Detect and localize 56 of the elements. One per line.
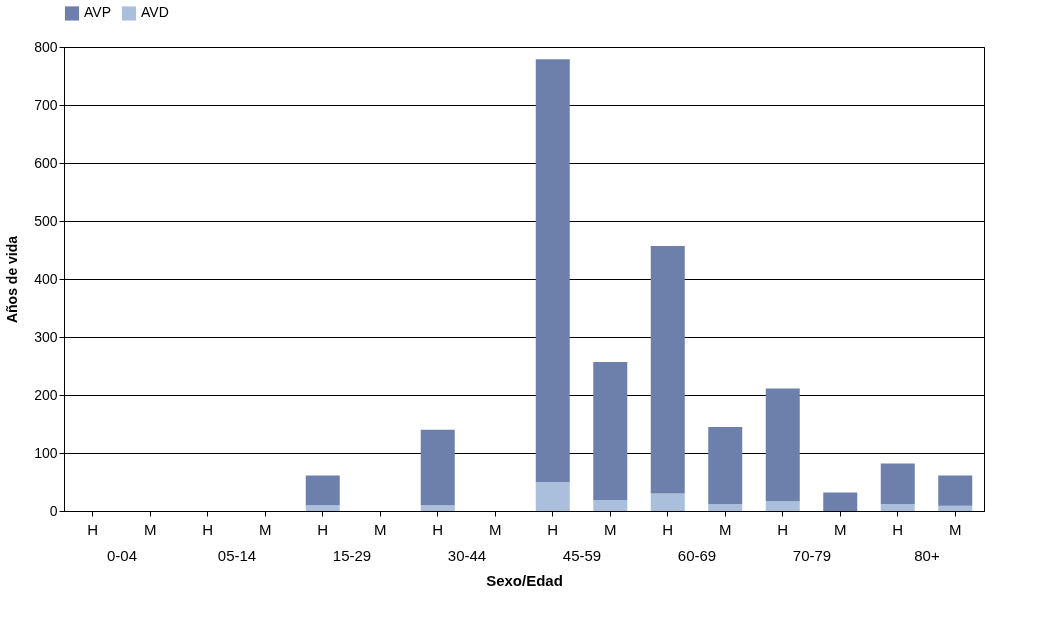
bar: [535, 482, 570, 511]
y-tick-label: 400: [34, 270, 58, 287]
bar: [305, 505, 340, 511]
x-tick-label: H: [892, 520, 904, 538]
x-tick-label: M: [834, 520, 847, 538]
bar: [880, 463, 915, 505]
y-tick-label: 0: [49, 502, 58, 519]
x-tick-label: M: [949, 520, 962, 538]
x-tick-label: M: [489, 520, 502, 538]
text: 30-44: [447, 546, 487, 564]
y-axis-title: Años de vida: [4, 235, 21, 324]
bar: [708, 426, 743, 505]
x-tick-label: H: [777, 520, 789, 538]
text: 80+: [914, 546, 940, 564]
x-tick-label: H: [87, 520, 99, 538]
bar: [765, 501, 800, 511]
y-tick-label: 700: [34, 96, 58, 113]
bar: [650, 493, 685, 511]
y-tick-label: 500: [34, 212, 58, 229]
text: 60-69: [677, 546, 717, 564]
bar: [880, 504, 915, 511]
bar: [593, 499, 628, 511]
text: 70-79: [792, 546, 832, 564]
x-tick-label: H: [202, 520, 214, 538]
bar: [823, 492, 858, 511]
bar: [420, 429, 455, 506]
legend-label: AVP: [84, 4, 111, 21]
legend-label: AVD: [141, 4, 169, 21]
bar: [535, 59, 570, 482]
bar: [420, 505, 455, 511]
x-tick-label: M: [719, 520, 732, 538]
bar: [938, 505, 973, 511]
x-tick-label: M: [259, 520, 272, 538]
x-tick-label: H: [662, 520, 674, 538]
x-axis-title: Sexo/Edad: [486, 571, 563, 589]
bar: [593, 361, 628, 500]
y-tick-label: 100: [34, 444, 58, 461]
x-tick-label: H: [547, 520, 559, 538]
bar: [765, 388, 800, 502]
text: 15-29: [332, 546, 372, 564]
x-tick-label: H: [432, 520, 444, 538]
bar: [708, 504, 743, 511]
x-tick-label: H: [317, 520, 329, 538]
text: 0-04: [106, 546, 138, 564]
text: 05-14: [217, 546, 257, 564]
bar: [305, 475, 340, 506]
x-tick-label: M: [144, 520, 157, 538]
y-tick-label: 800: [34, 38, 58, 55]
x-tick-label: M: [604, 520, 617, 538]
y-tick-label: 300: [34, 328, 58, 345]
text: 45-59: [562, 546, 602, 564]
y-tick-label: 600: [34, 154, 58, 171]
x-tick-label: M: [374, 520, 387, 538]
y-tick-label: 200: [34, 386, 58, 403]
bar: [650, 245, 685, 494]
bar: [938, 475, 973, 506]
